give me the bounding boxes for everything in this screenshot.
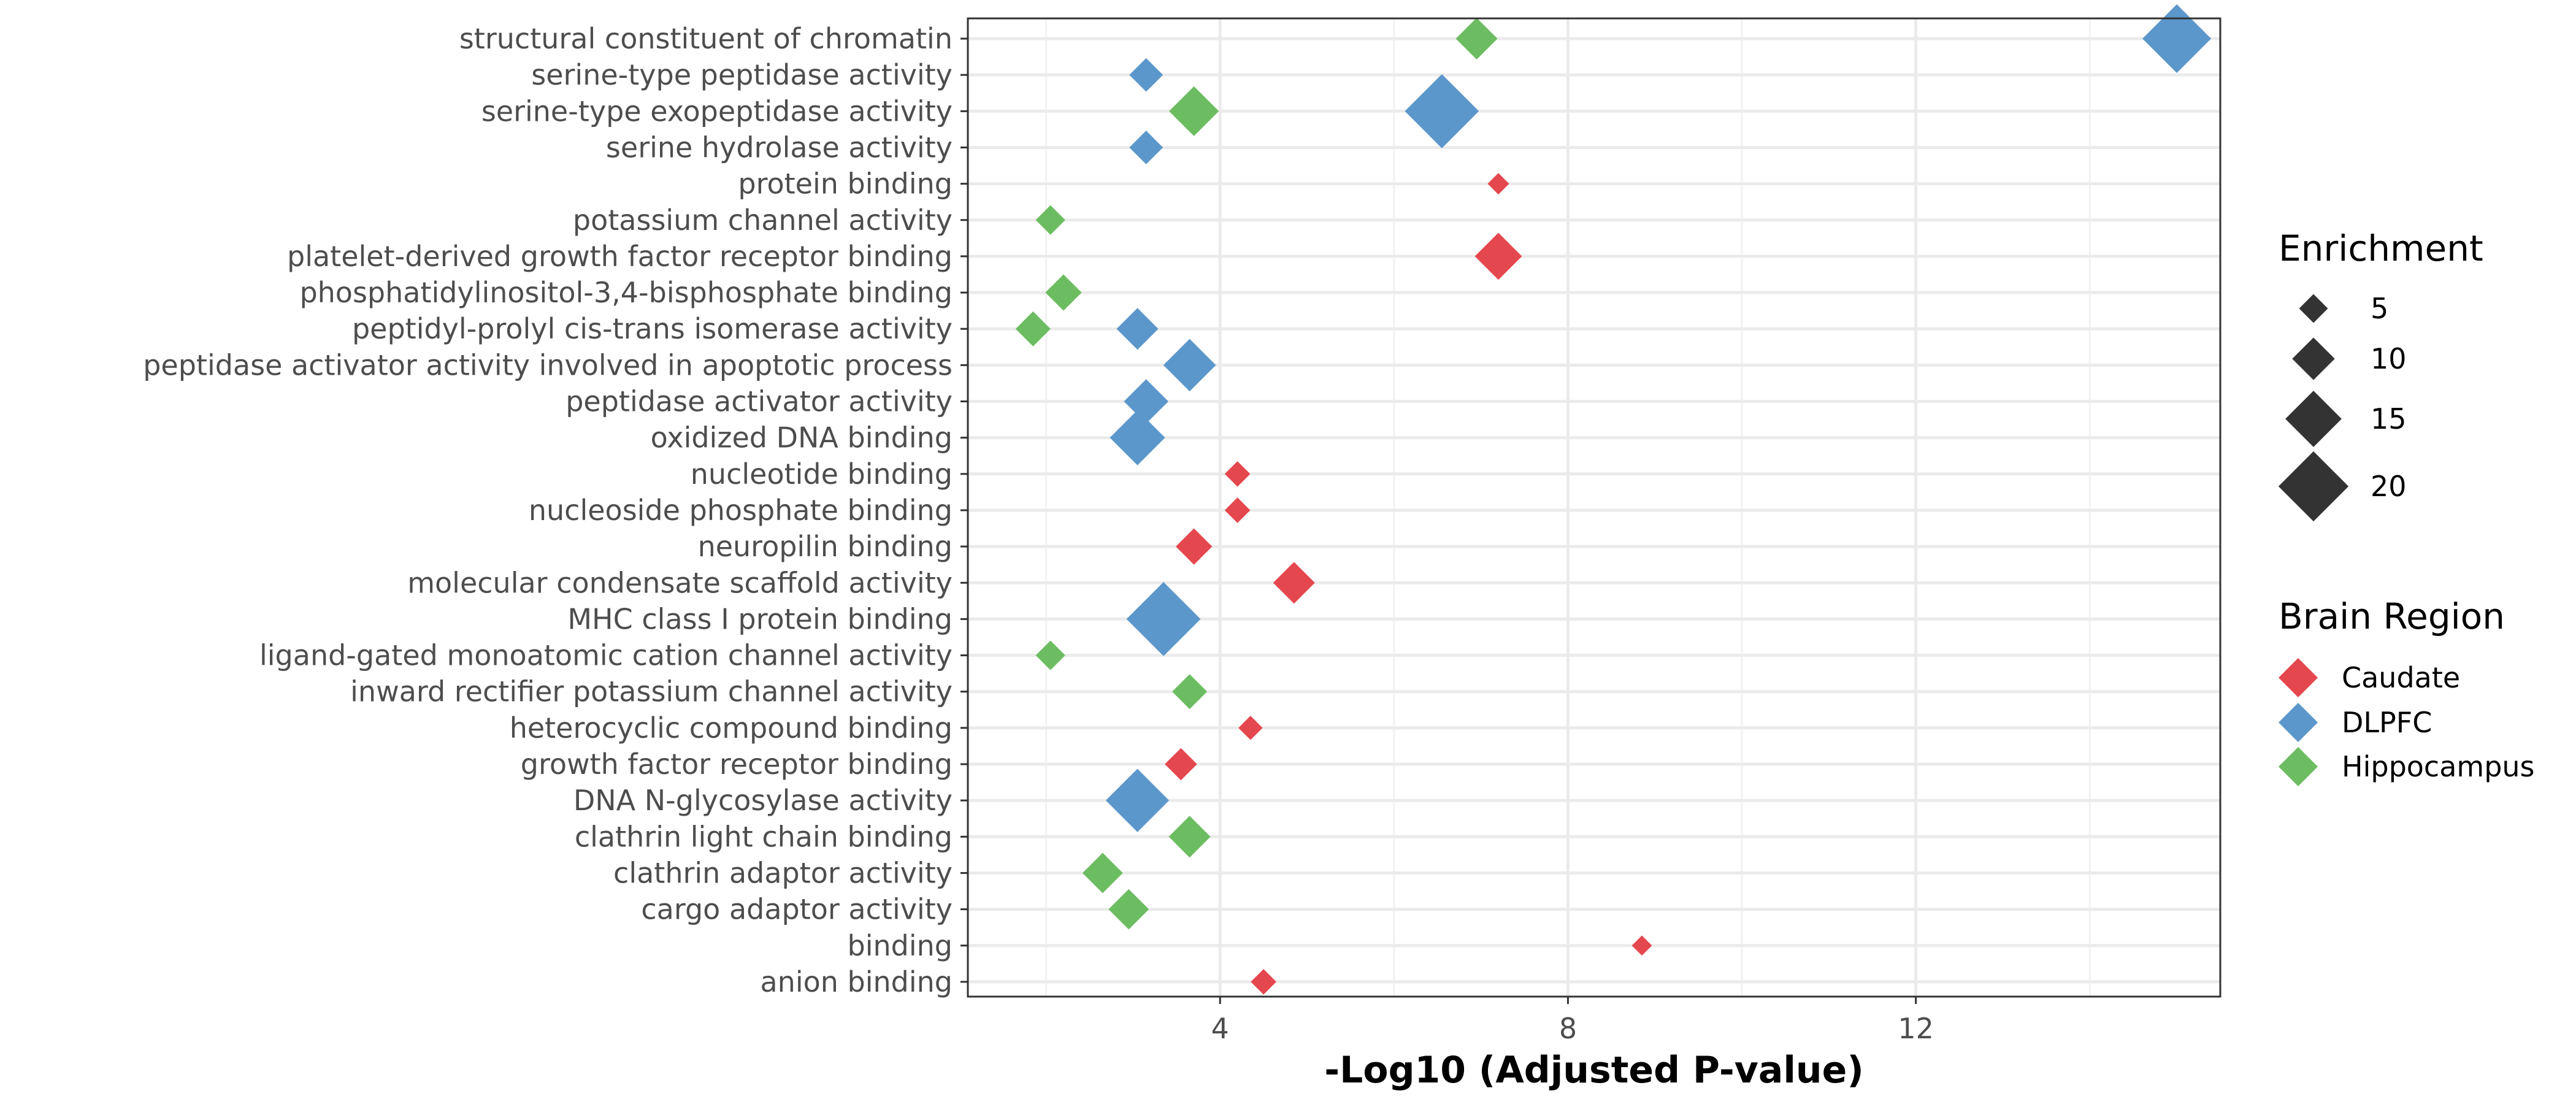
y-tick-label: MHC class I protein binding	[567, 602, 953, 635]
y-tick-label: ligand-gated monoatomic cation channel a…	[259, 639, 953, 672]
y-tick-label: oxidized DNA binding	[651, 421, 953, 454]
color-legend-key	[2279, 747, 2318, 786]
data-point	[1224, 461, 1251, 487]
data-point	[1224, 497, 1251, 523]
y-tick-label: platelet-derived growth factor receptor …	[287, 240, 953, 273]
data-point	[1405, 74, 1479, 148]
y-tick-label: peptidase activator activity involved in…	[143, 348, 953, 381]
color-legend-label: Hippocampus	[2342, 750, 2535, 783]
x-tick-label: 8	[1559, 1012, 1577, 1045]
y-tick-label: structural constituent of chromatin	[459, 22, 953, 55]
size-legend-label: 5	[2371, 292, 2388, 325]
data-point	[1474, 232, 1522, 280]
y-tick-label: phosphatidylinositol-3,4-bisphosphate bi…	[299, 276, 953, 309]
data-point	[1165, 748, 1197, 781]
y-tick-label: peptidase activator activity	[565, 385, 953, 418]
data-point	[1129, 131, 1163, 164]
y-tick-label: peptidyl-prolyl cis-trans isomerase acti…	[352, 312, 953, 345]
y-tick-label: neuropilin binding	[698, 530, 953, 563]
y-tick-label: clathrin light chain binding	[575, 820, 953, 853]
grid-layer	[968, 18, 2220, 997]
x-tick-label: 4	[1211, 1012, 1229, 1045]
y-tick-label: anion binding	[760, 965, 953, 998]
data-point	[1035, 205, 1065, 235]
y-tick-label: heterocyclic compound binding	[510, 711, 953, 745]
data-point	[1126, 582, 1201, 656]
legend-layer: Enrichment 5 10 15 20 Brain Region Caudate DLPF…	[2278, 228, 2535, 786]
size-legend-label: 20	[2371, 470, 2407, 503]
color-legend-key	[2279, 658, 2318, 697]
size-legend-label: 15	[2371, 402, 2407, 435]
data-point	[1176, 528, 1213, 565]
data-point	[1163, 339, 1216, 392]
plot-border	[967, 17, 2221, 998]
data-point	[1082, 852, 1123, 894]
color-legend-title: Brain Region	[2279, 596, 2505, 637]
plot-panel	[968, 18, 2220, 997]
data-point	[1124, 379, 1168, 424]
color-legend-key	[2279, 703, 2318, 742]
size-legend-key	[2292, 337, 2335, 380]
data-point	[1168, 816, 1211, 858]
size-legend-key	[2285, 391, 2342, 447]
color-legend-label: Caudate	[2342, 661, 2460, 694]
data-point	[1129, 58, 1163, 92]
x-axis-title: -Log10 (Adjusted P-value)	[1324, 1049, 1864, 1092]
size-legend-key	[2299, 294, 2328, 323]
data-point	[1455, 18, 1498, 59]
y-tick-label: protein binding	[738, 167, 953, 201]
y-tick-label: binding	[848, 929, 953, 962]
data-point	[1045, 274, 1082, 311]
y-tick-label: DNA N-glycosylase activity	[573, 784, 953, 817]
y-tick-label: growth factor receptor binding	[521, 748, 953, 781]
y-tick-label: potassium channel activity	[573, 204, 953, 237]
data-point	[1169, 86, 1219, 136]
size-legend-label: 10	[2371, 342, 2407, 375]
y-tick-label: cargo adaptor activity	[641, 893, 953, 926]
data-point	[1487, 173, 1509, 195]
y-tick-label: serine-type peptidase activity	[531, 58, 953, 91]
data-point	[1035, 640, 1065, 670]
x-tick-label: 12	[1898, 1012, 1934, 1045]
y-tick-label: nucleoside phosphate binding	[529, 494, 953, 527]
size-legend-title: Enrichment	[2279, 228, 2483, 269]
data-point	[1631, 935, 1652, 956]
y-tick-label: clathrin adaptor activity	[613, 856, 953, 889]
data-point	[1251, 969, 1276, 995]
y-tick-label: molecular condensate scaffold activity	[407, 566, 953, 599]
y-tick-label: serine-type exopeptidase activity	[481, 94, 953, 128]
size-legend-key	[2278, 451, 2349, 522]
y-tick-label: inward rectifier potassium channel activ…	[350, 675, 953, 708]
data-point	[1238, 716, 1263, 740]
data-point	[1172, 674, 1208, 710]
data-point	[2142, 4, 2212, 73]
y-tick-label: nucleotide binding	[691, 458, 953, 491]
data-point	[1105, 768, 1170, 832]
data-point	[1273, 562, 1315, 604]
axis-layer: structural constituent of chromatinserin…	[143, 17, 2221, 1092]
data-point	[1108, 889, 1149, 930]
data-point	[1110, 410, 1165, 465]
data-point	[1015, 311, 1051, 347]
color-legend-label: DLPFC	[2342, 706, 2432, 739]
point-layer	[1015, 4, 2212, 995]
y-tick-label: serine hydrolase activity	[606, 131, 953, 164]
data-point	[1116, 308, 1159, 350]
